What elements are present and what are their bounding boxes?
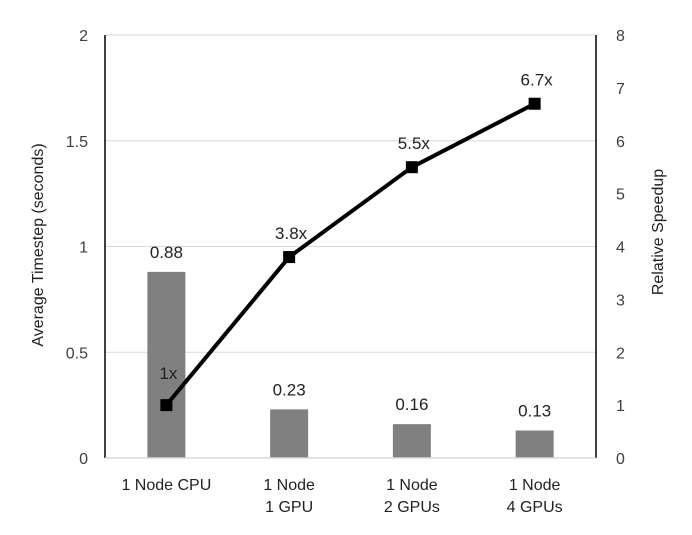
tick-labels: 0 0.5 1 1.5 2 0 1 2 3 4 5 6 7 8 1 Node CPU 1 Node 1 GPU 1… (66, 28, 625, 516)
x-tick-label: 2 GPUs (384, 499, 440, 516)
bar (147, 271, 186, 458)
y-right-tick-label: 4 (616, 240, 625, 257)
speedup-data-label: 5.5x (398, 134, 431, 153)
y-right-tick-label: 2 (616, 345, 625, 362)
bar (270, 409, 309, 458)
x-tick-label: 1 Node CPU (121, 477, 211, 494)
speedup-marker (160, 399, 173, 412)
x-tick-label: 1 Node (263, 477, 315, 494)
speedup-marker (283, 251, 296, 264)
y-right-tick-label: 0 (616, 451, 625, 468)
y-right-tick-label: 8 (616, 28, 625, 45)
bar-data-label: 0.16 (395, 395, 428, 414)
speedup-data-label: 1x (159, 364, 177, 383)
y-right-tick-label: 3 (616, 292, 625, 309)
bar (392, 424, 431, 458)
axes (104, 35, 597, 459)
bar-data-label: 0.13 (518, 402, 551, 421)
y-left-tick-label: 0.5 (66, 345, 88, 362)
gridlines (105, 34, 596, 353)
x-tick-label: 1 GPU (265, 499, 313, 516)
y-left-tick-label: 0 (79, 451, 88, 468)
speedup-data-label: 6.7x (521, 71, 554, 90)
y-right-tick-label: 7 (616, 81, 625, 98)
speedup-line-path (164, 101, 536, 407)
y-left-tick-label: 1 (79, 240, 88, 257)
x-tick-label: 4 GPUs (507, 499, 563, 516)
y-right-tick-label: 5 (616, 187, 625, 204)
x-tick-label: 1 Node (386, 477, 438, 494)
speedup-marker (528, 97, 541, 110)
x-tick-label: 1 Node (509, 477, 561, 494)
y-right-tick-label: 6 (616, 134, 625, 151)
y-axis-right-title: Relative Speedup (650, 169, 667, 295)
data-labels: 0.88 0.23 0.16 0.13 1x 3.8x 5.5x 6.7x (150, 71, 553, 421)
speedup-line (160, 97, 541, 412)
speedup-marker (405, 161, 418, 174)
bar-data-label: 0.23 (273, 380, 306, 399)
y-left-tick-label: 1.5 (66, 134, 88, 151)
y-right-tick-label: 1 (616, 398, 625, 415)
bar (515, 430, 554, 458)
speedup-data-label: 3.8x (275, 224, 308, 243)
bar-data-label: 0.88 (150, 243, 183, 262)
y-left-tick-label: 2 (79, 28, 88, 45)
y-axis-left-title: Average Timestep (seconds) (30, 143, 47, 346)
bars (147, 271, 554, 458)
